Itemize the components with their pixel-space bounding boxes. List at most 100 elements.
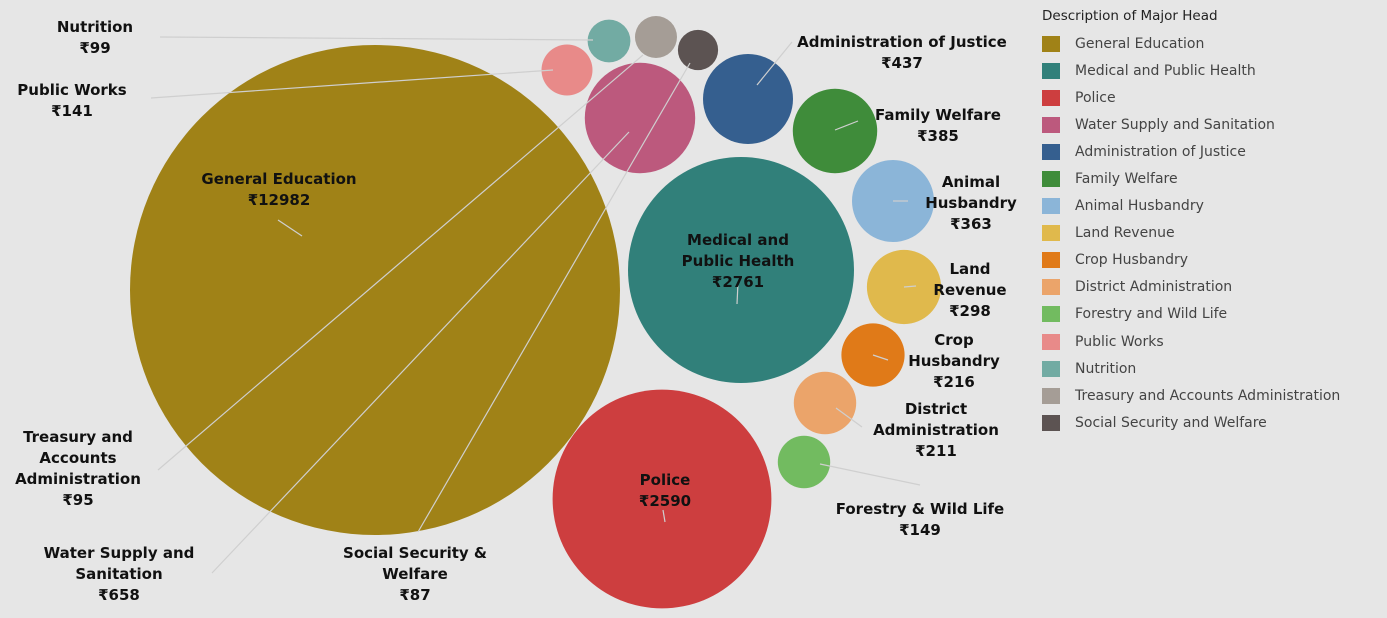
bubble-police[interactable]: [552, 389, 772, 609]
data-label-treasury-and-accounts-administration: Treasury and Accounts Administration ₹95: [15, 428, 141, 509]
legend-item-land-revenue[interactable]: Land Revenue: [1042, 220, 1340, 247]
data-label-line: Crop: [934, 331, 974, 349]
data-label-line: ₹12982: [248, 191, 311, 209]
data-label-medical-and-public-health: Medical and Public Health ₹2761: [682, 231, 795, 291]
legend-swatch: [1042, 333, 1060, 350]
data-label-line: Husbandry: [925, 194, 1017, 212]
legend-item-public-works[interactable]: Public Works: [1042, 328, 1340, 355]
data-label-line: ₹385: [917, 127, 959, 145]
data-label-line: General Education: [201, 170, 356, 188]
data-label-line: Medical and: [687, 231, 789, 249]
legend-label: Treasury and Accounts Administration: [1075, 387, 1341, 404]
data-label-line: Administration: [15, 470, 141, 488]
legend-swatch: [1042, 360, 1060, 377]
legend-swatch: [1042, 116, 1060, 133]
legend-label: Public Works: [1075, 333, 1164, 350]
leader-lines: [150, 36, 921, 574]
legend-swatch: [1042, 143, 1060, 160]
leader-line-general-education: [277, 219, 303, 237]
legend-swatch: [1042, 225, 1060, 242]
legend-item-police[interactable]: Police: [1042, 84, 1340, 111]
data-labels: General Education ₹12982 Medical and Public…: [15, 18, 1017, 604]
data-label-forestry-and-wild-life: Forestry & Wild Life ₹149: [836, 500, 1005, 539]
data-label-line: Police: [640, 471, 691, 489]
data-label-line: Sanitation: [75, 565, 162, 583]
bubble-administration-of-justice[interactable]: [703, 54, 793, 144]
bubble-social-security-and-welfare[interactable]: [677, 29, 719, 71]
data-label-nutrition: Nutrition ₹99: [57, 18, 133, 57]
legend-item-animal-husbandry[interactable]: Animal Husbandry: [1042, 193, 1340, 220]
data-label-line: Welfare: [382, 565, 448, 583]
leader-line-administration-of-justice: [756, 41, 793, 86]
data-label-line: Public Health: [682, 252, 795, 270]
data-label-line: Revenue: [933, 281, 1006, 299]
legend-label: Animal Husbandry: [1075, 198, 1204, 215]
legend-swatch: [1042, 306, 1060, 323]
data-label-line: Accounts: [39, 449, 116, 467]
data-label-line: Land: [949, 260, 990, 278]
data-label-crop-husbandry: Crop Husbandry ₹216: [908, 331, 1000, 391]
legend-item-treasury-and-accounts-administration[interactable]: Treasury and Accounts Administration: [1042, 382, 1340, 409]
data-label-line: Public Works: [17, 81, 126, 99]
bubble-treasury-and-accounts-administration[interactable]: [635, 16, 677, 58]
bubble-water-supply-and-sanitation[interactable]: [584, 62, 696, 174]
bubble-family-welfare[interactable]: [792, 88, 878, 174]
leader-line-family-welfare: [834, 120, 859, 131]
data-label-line: Administration: [873, 421, 999, 439]
legend-item-medical-and-public-health[interactable]: Medical and Public Health: [1042, 57, 1340, 84]
data-label-line: Forestry & Wild Life: [836, 500, 1005, 518]
leader-line-land-revenue: [903, 285, 917, 288]
legend-item-family-welfare[interactable]: Family Welfare: [1042, 165, 1340, 192]
legend-swatch: [1042, 387, 1060, 404]
legend-item-general-education[interactable]: General Education: [1042, 30, 1340, 57]
legend-label: District Administration: [1075, 279, 1233, 296]
legend-label: General Education: [1075, 35, 1205, 52]
data-label-line: ₹2761: [712, 273, 764, 291]
bubble-district-administration[interactable]: [793, 371, 857, 435]
leader-line-medical-and-public-health: [736, 282, 739, 305]
legend-swatch: [1042, 62, 1060, 79]
leader-line-social-security-and-welfare: [417, 62, 691, 533]
leader-line-crop-husbandry: [872, 354, 889, 361]
bubble-general-education[interactable]: [130, 45, 620, 535]
legend-swatch: [1042, 252, 1060, 269]
data-label-family-welfare: Family Welfare ₹385: [875, 106, 1001, 145]
legend-label: Medical and Public Health: [1075, 62, 1256, 79]
data-label-line: Animal: [942, 173, 1000, 191]
legend-item-nutrition[interactable]: Nutrition: [1042, 355, 1340, 382]
data-label-line: ₹149: [899, 521, 941, 539]
legend-item-district-administration[interactable]: District Administration: [1042, 274, 1340, 301]
data-label-line: Husbandry: [908, 352, 1000, 370]
data-label-line: Social Security &: [343, 544, 487, 562]
legend: Description of Major Head General Educat…: [1042, 8, 1340, 436]
data-label-district-administration: District Administration ₹211: [873, 400, 999, 460]
data-label-line: Treasury and: [23, 428, 133, 446]
legend-title: Description of Major Head: [1042, 8, 1218, 24]
data-label-general-education: General Education ₹12982: [201, 170, 356, 209]
legend-item-administration-of-justice[interactable]: Administration of Justice: [1042, 138, 1340, 165]
data-label-line: Family Welfare: [875, 106, 1001, 124]
legend-item-crop-husbandry[interactable]: Crop Husbandry: [1042, 247, 1340, 274]
data-label-water-supply-and-sanitation: Water Supply and Sanitation ₹658: [44, 544, 195, 604]
bubble-nutrition[interactable]: [587, 19, 631, 63]
leader-line-nutrition: [159, 36, 594, 41]
legend-item-water-supply-and-sanitation[interactable]: Water Supply and Sanitation: [1042, 111, 1340, 138]
bubble-medical-and-public-health[interactable]: [628, 157, 854, 383]
leader-line-police: [662, 509, 666, 523]
leader-line-public-works: [150, 69, 554, 99]
legend-item-forestry-and-wild-life[interactable]: Forestry and Wild Life: [1042, 301, 1340, 328]
legend-label: Family Welfare: [1075, 171, 1178, 188]
legend-label: Police: [1075, 89, 1116, 106]
bubble-public-works[interactable]: [541, 44, 593, 96]
legend-swatch: [1042, 171, 1060, 188]
data-label-land-revenue: Land Revenue ₹298: [933, 260, 1006, 320]
data-label-line: Nutrition: [57, 18, 133, 36]
data-label-animal-husbandry: Animal Husbandry ₹363: [925, 173, 1017, 233]
legend-item-social-security-and-welfare[interactable]: Social Security and Welfare: [1042, 409, 1340, 436]
legend-label: Social Security and Welfare: [1075, 414, 1267, 431]
legend-swatch: [1042, 414, 1060, 431]
data-label-line: ₹2590: [639, 492, 691, 510]
leader-line-water-supply-and-sanitation: [211, 131, 630, 574]
bubble-forestry-and-wild-life[interactable]: [777, 435, 831, 489]
